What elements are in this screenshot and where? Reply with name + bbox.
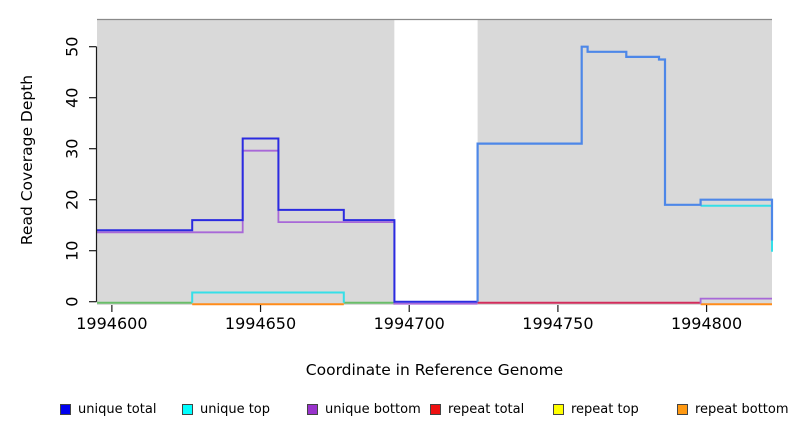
series-unique-total-right: [476, 45, 774, 302]
legend-swatch-unique-top: [182, 403, 193, 415]
legend-item-unique-bottom: unique bottom: [307, 399, 421, 419]
legend-swatch-unique-bottom: [307, 403, 318, 415]
legend-label: unique bottom: [325, 401, 421, 417]
y-tick-label: 30: [63, 139, 82, 159]
legend-label: repeat top: [571, 401, 639, 417]
legend-item-unique-total: unique total: [60, 399, 156, 419]
legend-item-repeat-bottom: repeat bottom: [677, 399, 789, 419]
legend-item-repeat-top: repeat top: [553, 399, 639, 419]
x-tick-label: 1994650: [225, 314, 296, 333]
x-tick-label: 1994700: [374, 314, 445, 333]
legend-swatch-repeat-bottom: [677, 403, 688, 415]
y-tick-label: 0: [63, 297, 82, 307]
series-unique-bottom: [699, 297, 772, 304]
legend-item-unique-top: unique top: [182, 399, 270, 419]
y-axis-title: Read Coverage Depth: [18, 74, 36, 246]
legend-label: unique total: [78, 401, 157, 417]
y-tick-label: 40: [63, 88, 82, 108]
legend: unique total unique top unique bottom repea…: [0, 399, 792, 421]
legend-swatch-unique-total: [60, 403, 71, 415]
y-tick-label: 20: [63, 190, 82, 210]
legend-label: repeat total: [448, 401, 525, 417]
x-axis-title: Coordinate in Reference Genome: [305, 361, 564, 379]
legend-swatch-repeat-top: [553, 403, 564, 415]
series-unique-top: [191, 291, 345, 303]
series-unique-total-left: [97, 137, 478, 303]
x-tick-label: 1994600: [76, 314, 147, 333]
no-data-band: [394, 19, 478, 305]
y-tick-label: 50: [63, 37, 82, 57]
legend-item-repeat-total: repeat total: [430, 399, 524, 419]
y-tick-label: 10: [63, 241, 82, 261]
legend-label: unique top: [200, 401, 271, 417]
x-tick-label: 1994800: [671, 314, 742, 333]
legend-label: repeat bottom: [695, 401, 789, 417]
legend-swatch-repeat-total: [430, 403, 441, 415]
x-tick-label: 1994750: [522, 314, 593, 333]
